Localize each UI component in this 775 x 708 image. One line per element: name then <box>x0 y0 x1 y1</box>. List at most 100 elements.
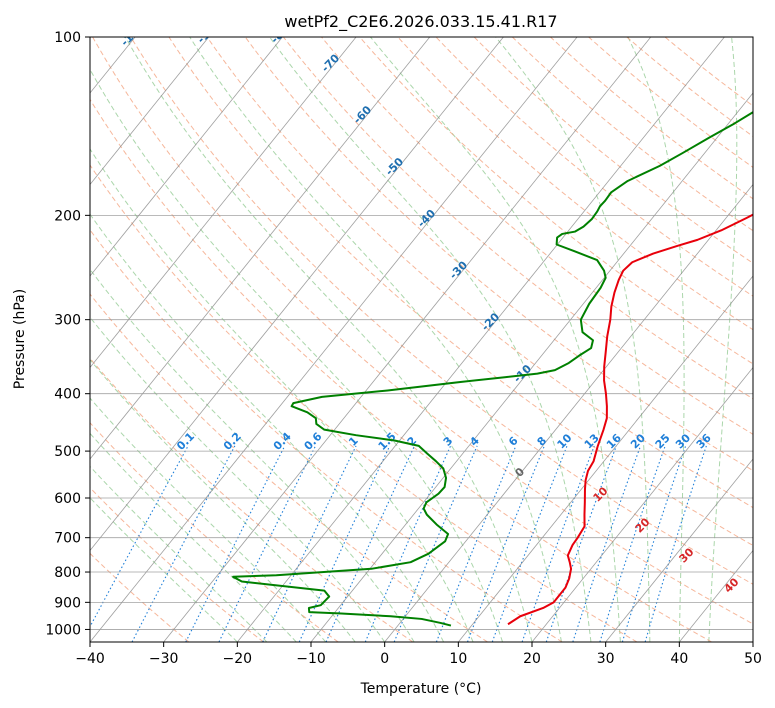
mixing-ratio-label: 3 <box>441 434 456 449</box>
chart-title: wetPf2_C2E6.2026.033.15.41.R17 <box>284 12 557 32</box>
y-tick-label: 1000 <box>45 622 81 638</box>
isotherm-label: -60 <box>351 103 374 126</box>
dry-adiabat-line <box>397 37 753 331</box>
mixing-ratio-line <box>262 445 357 642</box>
dry-adiabat-line <box>90 486 264 642</box>
mixing-ratio-line <box>393 445 478 642</box>
isotherm-label: -90 <box>195 23 218 46</box>
y-tick-label: 900 <box>54 595 81 611</box>
isotherm-line <box>237 37 725 642</box>
mixing-ratio-label: 16 <box>604 431 624 451</box>
mixing-ratio-line <box>521 445 595 642</box>
moist-adiabats <box>90 37 738 642</box>
dry-adiabat-line <box>90 293 488 642</box>
x-tick-label: 0 <box>380 651 389 667</box>
mixing-ratio-line <box>435 445 517 642</box>
x-axis-ticks: −40 −30 −20 −10 0 10 20 30 40 50 <box>75 642 762 667</box>
isotherm-line <box>605 458 753 642</box>
isotherm-label: -50 <box>383 155 406 178</box>
moist-adiabat-line <box>627 37 685 642</box>
mixing-ratio-line <box>644 445 707 642</box>
dry-adiabat-line <box>511 37 753 232</box>
mixing-ratio-line <box>218 445 317 642</box>
dry-adiabat-line <box>550 37 753 200</box>
moist-adiabat-line <box>269 37 592 642</box>
dry-adiabat-label: 20 <box>633 515 653 535</box>
x-tick-label: −40 <box>75 651 105 667</box>
plot-area: -100 -90 -80-70-60-50-40-30-20-10010203040… <box>0 23 753 642</box>
x-tick-label: 10 <box>449 651 467 667</box>
moist-adiabat-line <box>90 358 356 642</box>
isotherm-line <box>531 366 753 642</box>
mixing-ratio-label: 10 <box>555 431 575 451</box>
dry-adiabat-line <box>90 98 712 642</box>
mixing-ratio-label: 0.2 <box>221 430 244 453</box>
mixing-ratio-label: 20 <box>628 431 648 451</box>
mixing-ratio-label: 6 <box>506 434 521 449</box>
isotherm-line <box>458 275 753 642</box>
y-tick-label: 500 <box>54 444 81 460</box>
pressure-gridlines <box>90 37 753 630</box>
x-tick-label: −20 <box>223 651 253 667</box>
isotherm-label: -20 <box>479 310 502 333</box>
x-axis-label: Temperature (°C) <box>360 681 482 697</box>
y-tick-label: 800 <box>54 565 81 581</box>
dry-adiabat-label: 30 <box>677 545 697 565</box>
mixing-ratio-label: 36 <box>694 431 714 451</box>
dry-adiabat-line <box>90 229 563 642</box>
dry-adiabat-line <box>588 37 753 168</box>
y-tick-label: 700 <box>54 531 81 547</box>
mixing-ratio-label: 8 <box>535 434 550 449</box>
mixing-ratio-line <box>466 445 545 642</box>
mixing-ratio-lines <box>90 445 707 642</box>
dry-adiabat-line <box>92 37 753 625</box>
isotherm-label: -30 <box>447 258 470 281</box>
moist-adiabat-line <box>90 68 504 642</box>
moist-adiabat-line <box>495 37 651 642</box>
isotherm-label: -40 <box>415 207 438 230</box>
isotherm-line <box>90 37 357 369</box>
dry-adiabat-line <box>90 552 190 642</box>
moist-adiabat-line <box>370 37 621 642</box>
x-tick-label: 20 <box>523 651 541 667</box>
dry-adiabat-label: 40 <box>722 575 742 595</box>
x-tick-label: −10 <box>296 651 326 667</box>
y-axis-ticks: 100 200 300 400 500 600 700 800 900 1000 <box>45 30 90 638</box>
dewpoint-profile-line <box>232 111 753 627</box>
y-tick-label: 100 <box>54 30 81 46</box>
isotherm-line <box>90 37 578 642</box>
mixing-ratio-label: 30 <box>673 431 693 451</box>
isotherm-line <box>0 37 61 642</box>
isotherm-line <box>90 37 504 552</box>
moist-adiabat-line <box>90 213 445 642</box>
mixing-ratio-line <box>599 445 666 642</box>
mixing-ratio-label: 4 <box>467 434 482 449</box>
x-tick-label: 40 <box>670 651 688 667</box>
moist-adiabat-line <box>708 37 738 642</box>
dry-adiabat-line <box>359 37 753 365</box>
mixing-ratio-line <box>185 445 286 642</box>
mixing-ratio-line <box>491 445 568 642</box>
isotherm-line <box>90 37 283 277</box>
y-tick-label: 200 <box>54 208 81 224</box>
moist-adiabat-line <box>90 268 415 642</box>
moist-adiabat-line <box>90 148 474 642</box>
dry-adiabat-line <box>90 357 414 642</box>
isotherm-label: -80 <box>268 23 291 46</box>
y-tick-label: 400 <box>54 387 81 403</box>
dry-adiabat-line <box>321 37 753 400</box>
dry-adiabat-line <box>206 37 753 509</box>
isotherm-line <box>384 183 753 642</box>
isotherm-line <box>90 37 210 186</box>
dry-adiabat-label: 10 <box>591 484 611 504</box>
mixing-ratio-line <box>131 445 236 642</box>
plot-frame <box>89 36 754 643</box>
moist-adiabat-line <box>189 37 562 642</box>
dry-adiabat-line <box>473 37 753 264</box>
profile-series <box>232 111 753 627</box>
isotherm-lines <box>0 37 753 642</box>
mixing-ratio-line <box>90 445 189 628</box>
moist-adiabat-line <box>90 432 297 642</box>
mixing-ratio-line <box>545 445 617 642</box>
